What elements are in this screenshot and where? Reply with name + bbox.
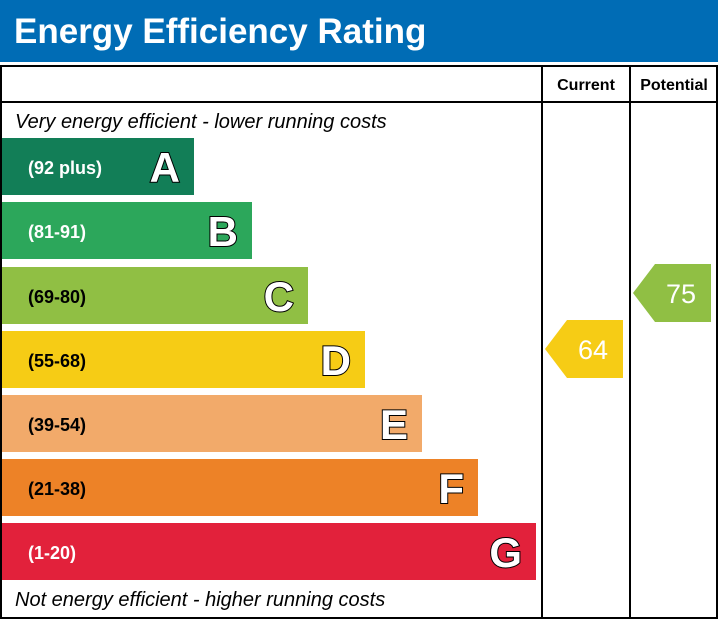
band-letter-a: A (150, 144, 180, 191)
current-column-header: Current (557, 77, 615, 94)
band-letter-d: D (321, 337, 351, 384)
bottom-note: Not energy efficient - higher running co… (15, 589, 385, 611)
band-bar-g (2, 523, 536, 580)
band-bar-d (2, 331, 365, 388)
band-bar-f (2, 459, 478, 516)
band-letter-f: F (438, 465, 464, 512)
band-range-a: (92 plus) (28, 158, 102, 178)
potential-rating-value: 75 (666, 279, 696, 309)
band-bar-c (2, 267, 308, 324)
top-note: Very energy efficient - lower running co… (15, 111, 387, 133)
band-range-b: (81-91) (28, 222, 86, 242)
band-letter-c: C (264, 273, 294, 320)
table-border (0, 65, 718, 619)
current-rating-arrow (545, 320, 623, 378)
potential-rating-arrow (633, 264, 711, 322)
band-range-d: (55-68) (28, 351, 86, 371)
band-range-g: (1-20) (28, 543, 76, 563)
band-letter-g: G (489, 529, 522, 576)
chart-title: Energy Efficiency Rating (14, 12, 426, 51)
band-range-c: (69-80) (28, 287, 86, 307)
band-bar-a (2, 138, 194, 195)
current-rating-value: 64 (578, 335, 608, 365)
potential-column-header: Potential (640, 77, 708, 94)
band-bar-e (2, 395, 422, 452)
band-range-e: (39-54) (28, 415, 86, 435)
title-bar (0, 0, 718, 62)
band-range-f: (21-38) (28, 479, 86, 499)
band-bar-b (2, 202, 252, 259)
band-letter-e: E (380, 401, 408, 448)
band-letter-b: B (208, 208, 238, 255)
